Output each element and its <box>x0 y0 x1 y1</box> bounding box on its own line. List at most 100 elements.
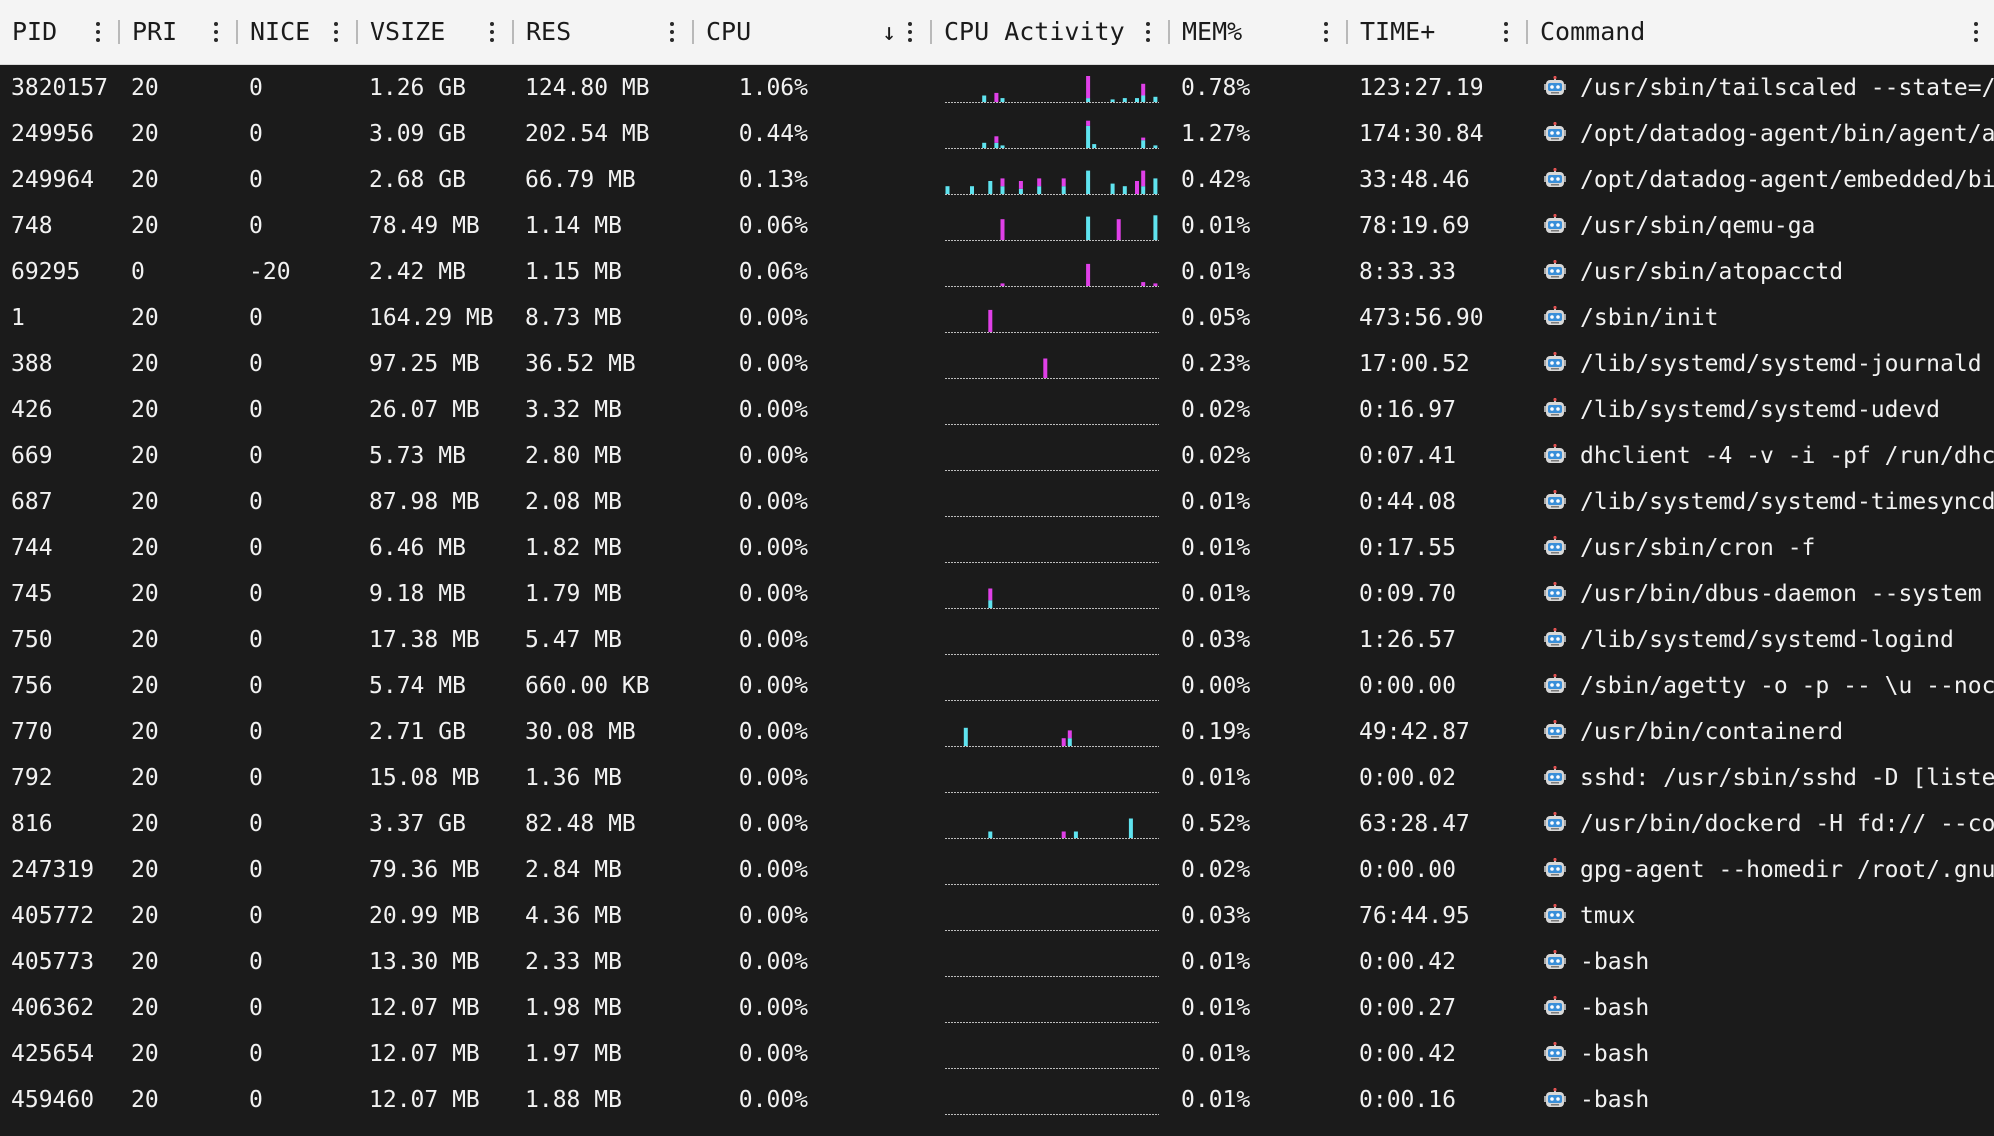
column-header-label: PRI <box>132 17 178 46</box>
table-row[interactable]: 756 20 0 5.74 MB 660.00 KB 0.00% 0.00% 0:00.00 /… <box>0 663 1994 709</box>
cell-cpu: 0.00% <box>738 673 808 699</box>
cell-pri: 20 <box>131 351 159 377</box>
column-resize-handle[interactable] <box>692 20 694 44</box>
table-row[interactable]: 816 20 0 3.37 GB 82.48 MB 0.00% 0.52% 63:28.47 /… <box>0 801 1994 847</box>
arrow-down-icon[interactable]: ↓ <box>882 18 897 46</box>
column-resize-handle[interactable] <box>1168 20 1170 44</box>
table-row[interactable]: 669 20 0 5.73 MB 2.80 MB 0.00% 0.02% 0:07.41 dhc… <box>0 433 1994 479</box>
cpu-activity-sparkline <box>945 1114 1159 1115</box>
column-header-activity[interactable]: CPU Activity <box>932 0 1170 64</box>
command-text: sshd: /usr/sbin/sshd -D [listener] <box>1580 765 1994 791</box>
command-text: /usr/bin/dbus-daemon --system --add <box>1580 581 1994 607</box>
sparkline-bar-cyan <box>1000 98 1005 102</box>
table-row[interactable]: 770 20 0 2.71 GB 30.08 MB 0.00% 0.19% 49:42.87 /… <box>0 709 1994 755</box>
cell-vsize: 2.42 MB <box>369 259 466 285</box>
table-row[interactable]: 750 20 0 17.38 MB 5.47 MB 0.00% 0.03% 1:26.57/l… <box>0 617 1994 663</box>
cpu-activity-sparkline <box>945 818 1159 839</box>
column-header-pri[interactable]: PRI <box>120 0 238 64</box>
column-header-time[interactable]: TIME+ <box>1348 0 1528 64</box>
cell-vsize: 12.07 MB <box>369 1041 480 1067</box>
cell-time: 0:07.41 <box>1359 443 1456 469</box>
sparkline-bar-magenta <box>1061 178 1066 187</box>
column-header-vsize[interactable]: VSIZE <box>358 0 514 64</box>
column-menu-icon[interactable] <box>334 22 338 42</box>
cell-pid: 247319 <box>11 857 95 883</box>
column-header-cpu[interactable]: CPU ↓ <box>694 0 932 64</box>
cell-pri: 20 <box>131 719 159 745</box>
table-row[interactable]: 792 20 0 15.08 MB 1.36 MB 0.00% 0.01% 0:00.02 ss… <box>0 755 1994 801</box>
table-row[interactable]: 249956 20 0 3.09 GB 202.54 MB 0.44% 1.27% 174:3… <box>0 111 1994 157</box>
table-row[interactable]: 744 20 0 6.46 MB 1.82 MB 0.00% 0.01% 0:17.55/us… <box>0 525 1994 571</box>
table-row[interactable]: 406362 20 0 12.07 MB 1.98 MB 0.00% 0.01% 0:00.2… <box>0 985 1994 1031</box>
cpu-activity-sparkline <box>945 358 1159 379</box>
column-menu-icon[interactable] <box>96 22 100 42</box>
sparkline-bar-magenta <box>1141 83 1146 96</box>
column-menu-icon[interactable] <box>1504 22 1508 42</box>
column-header-res[interactable]: RES <box>514 0 694 64</box>
column-header-command[interactable]: Command <box>1528 0 1994 64</box>
table-row[interactable]: 247319 20 0 79.36 MB 2.84 MB 0.00% 0.02% 0:00.0… <box>0 847 1994 893</box>
column-header-pid[interactable]: PID <box>0 0 120 64</box>
column-menu-icon[interactable] <box>1974 22 1978 42</box>
cpu-activity-sparkline <box>945 76 1159 103</box>
table-row[interactable]: 388 20 0 97.25 MB 36.52 MB 0.00% 0.23% 17:00.52… <box>0 341 1994 387</box>
column-resize-handle[interactable] <box>1346 20 1348 44</box>
table-row[interactable]: 405773 20 0 13.30 MB 2.33 MB 0.00% 0.01% 0:00.4… <box>0 939 1994 985</box>
sparkline-bar-cyan <box>982 95 987 102</box>
table-row[interactable]: 745 20 0 9.18 MB 1.79 MB 0.00% 0.01% 0:09.70/us… <box>0 571 1994 617</box>
column-menu-icon[interactable] <box>1324 22 1328 42</box>
table-row[interactable]: 69295 0 -20 2.42 MB 1.15 MB 0.06% 0.01% 8:33.33… <box>0 249 1994 295</box>
column-menu-icon[interactable] <box>1146 22 1150 42</box>
cell-mem: 0.00% <box>1181 673 1251 699</box>
command-text: /opt/datadog-agent/embedded/bin/trac <box>1580 167 1994 193</box>
column-menu-icon[interactable] <box>214 22 218 42</box>
cell-mem: 0.01% <box>1181 1087 1251 1113</box>
sparkline-bar-cyan <box>1135 98 1139 102</box>
column-resize-handle[interactable] <box>356 20 358 44</box>
cell-vsize: 1.26 GB <box>369 75 466 101</box>
cell-pid: 3820157 <box>11 75 108 101</box>
cell-nice: 0 <box>249 857 263 883</box>
column-resize-handle[interactable] <box>1526 20 1528 44</box>
cell-nice: -20 <box>249 259 291 285</box>
cell-nice: 0 <box>249 213 263 239</box>
command-text: /usr/sbin/tailscaled --state=/var/li <box>1580 75 1994 101</box>
column-header-nice[interactable]: NICE <box>238 0 358 64</box>
cell-mem: 0.01% <box>1181 1041 1251 1067</box>
cell-command: /usr/sbin/atopacctd <box>1528 249 1994 295</box>
column-resize-handle[interactable] <box>512 20 514 44</box>
sparkline-bar-cyan <box>1086 216 1091 240</box>
table-row[interactable]: 1 20 0 164.29 MB 8.73 MB 0.00% 0.05% 473:56.90 /… <box>0 295 1994 341</box>
cell-pid: 792 <box>11 765 53 791</box>
cell-nice: 0 <box>249 673 263 699</box>
cell-command: /usr/sbin/cron -f <box>1528 525 1994 571</box>
table-row[interactable]: 687 20 0 87.98 MB 2.08 MB 0.00% 0.01% 0:44.08/l… <box>0 479 1994 525</box>
column-header-mem[interactable]: MEM% <box>1170 0 1348 64</box>
table-row[interactable]: 426 20 0 26.07 MB 3.32 MB 0.00% 0.02% 0:16.97/l… <box>0 387 1994 433</box>
sparkline-bar-magenta <box>1141 137 1146 141</box>
cell-mem: 1.27% <box>1181 121 1251 147</box>
column-resize-handle[interactable] <box>930 20 932 44</box>
column-resize-handle[interactable] <box>118 20 120 44</box>
robot-icon <box>1544 582 1566 601</box>
cell-command: -bash <box>1528 939 1994 985</box>
column-menu-icon[interactable] <box>670 22 674 42</box>
cell-pid: 405773 <box>11 949 95 975</box>
cell-res: 30.08 MB <box>525 719 636 745</box>
table-row[interactable]: 405772 20 0 20.99 MB 4.36 MB 0.00% 0.03% 76:44.… <box>0 893 1994 939</box>
cpu-activity-sparkline <box>945 792 1159 793</box>
cell-vsize: 17.38 MB <box>369 627 480 653</box>
column-menu-icon[interactable] <box>908 22 912 42</box>
sparkline-bar-cyan <box>1000 186 1005 194</box>
table-row[interactable]: 3820157 20 0 1.26 GB 124.80 MB 1.06% 0.78% 123:… <box>0 65 1994 111</box>
table-row[interactable]: 748 20 0 78.49 MB 1.14 MB 0.06% 0.01% 78:19.69 /… <box>0 203 1994 249</box>
column-resize-handle[interactable] <box>236 20 238 44</box>
column-menu-icon[interactable] <box>490 22 494 42</box>
cell-time: 63:28.47 <box>1359 811 1470 837</box>
sparkline-bar-magenta <box>1000 283 1005 286</box>
cell-pri: 20 <box>131 1041 159 1067</box>
table-row[interactable]: 425654 20 0 12.07 MB 1.97 MB 0.00% 0.01% 0:00.4… <box>0 1031 1994 1077</box>
cell-nice: 0 <box>249 765 263 791</box>
table-row[interactable]: 459460 20 0 12.07 MB 1.88 MB 0.00% 0.01% 0:00.1… <box>0 1077 1994 1123</box>
table-row[interactable]: 249964 20 0 2.68 GB 66.79 MB 0.13% 0.42% 33:48.… <box>0 157 1994 203</box>
